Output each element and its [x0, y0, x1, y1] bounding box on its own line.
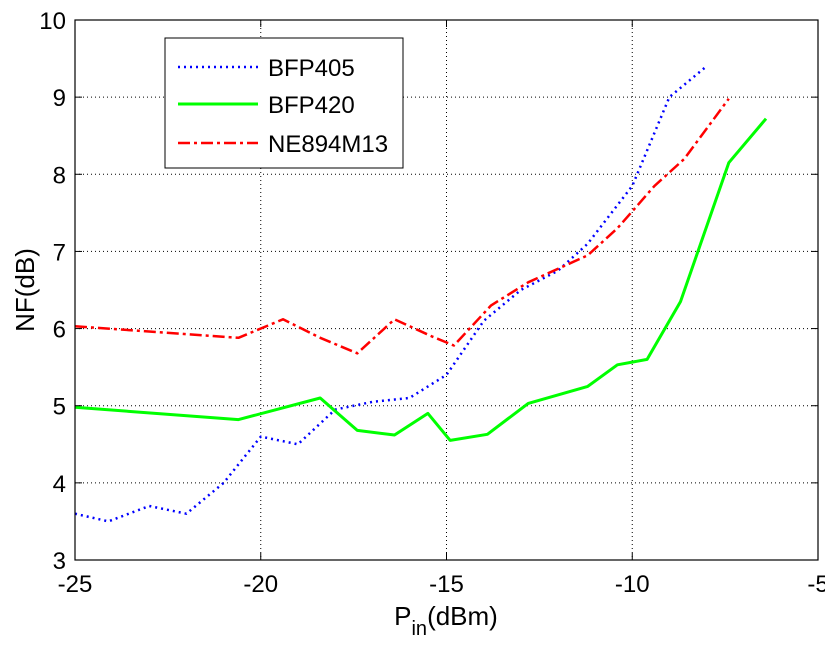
axis-ticks [74, 19, 819, 561]
x-tick-label: -20 [243, 571, 278, 598]
series-line-bfp420 [74, 117, 768, 442]
x-tick-label: -25 [58, 571, 93, 598]
y-tick-label: 9 [53, 85, 66, 112]
x-tick-label: -5 [807, 571, 825, 598]
x-axis-label-main: P [394, 601, 411, 631]
y-tick-label: 6 [53, 317, 66, 344]
series-line-bfp405 [74, 65, 708, 523]
x-axis-label-unit: (dBm) [427, 601, 498, 631]
x-tick-label: -10 [615, 571, 650, 598]
tick-labels: -25 -20 -15 -10 -5 3 4 5 6 7 8 9 10 [39, 8, 825, 598]
legend-label-bfp405: BFP405 [268, 55, 355, 82]
series-layer [74, 65, 768, 523]
legend-label-ne894m13: NE894M13 [268, 131, 388, 158]
legend: BFP405 BFP420 NE894M13 [164, 37, 404, 169]
legend-label-bfp420: BFP420 [268, 92, 355, 119]
y-tick-label: 4 [53, 471, 66, 498]
y-tick-label: 7 [53, 239, 66, 266]
y-tick-label: 8 [53, 162, 66, 189]
y-tick-label: 10 [39, 8, 66, 35]
y-axis-label: NF(dB) [10, 248, 40, 332]
y-tick-label: 3 [53, 548, 66, 575]
series-line-ne894m13 [74, 97, 730, 355]
x-axis-label: Pin(dBm) [394, 601, 498, 640]
x-tick-label: -15 [429, 571, 464, 598]
y-tick-label: 5 [53, 394, 66, 421]
x-axis-label-subscript: in [411, 618, 427, 640]
